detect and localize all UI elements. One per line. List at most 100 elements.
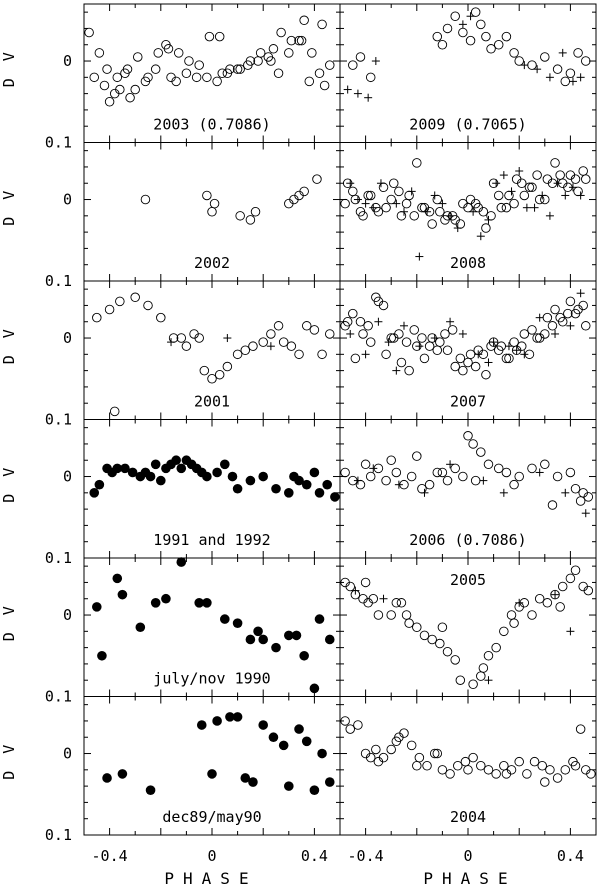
series-open-circle: [340, 292, 591, 380]
data-point: [245, 634, 256, 645]
data-point: [404, 618, 414, 628]
data-point: [565, 573, 576, 584]
data-point: [135, 622, 146, 633]
data-point: [527, 60, 537, 70]
data-point: [343, 85, 352, 94]
data-point: [573, 304, 583, 315]
data-point: [581, 56, 591, 66]
data-point: [284, 781, 294, 791]
data-point: [353, 195, 362, 204]
data-point: [340, 467, 350, 478]
series-open-circle: [84, 15, 335, 107]
data-point: [97, 650, 107, 661]
y-axis-title: D V: [0, 325, 18, 364]
data-point: [150, 459, 161, 470]
data-point: [493, 39, 504, 50]
data-point: [271, 642, 281, 653]
data-point: [522, 203, 531, 212]
data-point: [447, 325, 458, 335]
data-point: [560, 765, 571, 775]
data-point: [399, 728, 409, 738]
data-point: [437, 765, 448, 775]
data-point: [527, 610, 537, 620]
data-point: [309, 683, 320, 694]
data-point: [391, 598, 402, 608]
data-point: [325, 60, 335, 70]
series-open-circle: [92, 292, 335, 417]
data-point: [353, 89, 362, 98]
data-point: [476, 447, 486, 457]
y-axis-title: D V: [0, 48, 18, 87]
y-axis-labels: 0 0.1 D V 0 0.1 D V 0 0.1 D V 0 0.1 D V 0 0.1 D V 0 0.1 D…: [0, 48, 72, 844]
data-point: [365, 190, 376, 201]
data-point: [455, 675, 466, 685]
panel-1-0: 2002: [83, 142, 341, 282]
data-point: [538, 191, 547, 200]
data-point: [120, 68, 130, 78]
data-point: [309, 325, 320, 335]
panel-label: 2004: [450, 808, 486, 826]
data-point: [481, 223, 491, 233]
series-plus: [346, 167, 585, 261]
data-point: [299, 15, 309, 26]
panel-0-1: 2009 (0.7065): [339, 3, 597, 143]
data-point: [140, 194, 151, 205]
data-point: [361, 350, 370, 359]
data-point: [207, 206, 217, 217]
data-point: [432, 345, 443, 356]
data-point: [550, 158, 560, 168]
data-point: [401, 198, 412, 209]
data-point: [414, 752, 425, 763]
series-open-circle: [340, 431, 594, 510]
y-tick-label: 0: [63, 468, 72, 486]
data-point: [212, 716, 222, 726]
data-point: [294, 475, 304, 486]
data-point: [450, 11, 460, 21]
data-point: [481, 31, 491, 42]
data-point: [209, 198, 220, 209]
data-point: [481, 369, 491, 380]
series-plus: [167, 334, 275, 351]
data-point: [533, 65, 542, 74]
data-point: [476, 19, 486, 30]
data-point: [227, 471, 238, 482]
data-point: [551, 329, 560, 338]
data-point: [258, 634, 269, 645]
data-point: [284, 488, 294, 498]
data-point: [130, 292, 140, 303]
data-point: [415, 252, 424, 261]
data-point: [284, 48, 294, 58]
data-point: [220, 459, 230, 470]
data-point: [542, 312, 553, 323]
data-point: [307, 48, 317, 58]
data-point: [176, 557, 187, 567]
data-point: [396, 598, 407, 608]
data-point: [483, 651, 494, 661]
x-tick-label: 0.4: [301, 847, 328, 865]
data-point: [396, 357, 407, 368]
data-point: [446, 317, 455, 326]
data-point: [235, 64, 245, 74]
data-point: [345, 581, 355, 592]
data-point: [515, 598, 524, 607]
data-point: [509, 48, 519, 58]
data-point: [419, 353, 430, 364]
data-point: [94, 48, 105, 58]
data-point: [214, 31, 225, 42]
x-axis-labels: -0.4 0 0.4 -0.4 0 0.4: [92, 847, 584, 865]
data-point: [460, 756, 471, 767]
data-point: [392, 366, 401, 375]
data-point: [207, 769, 217, 779]
data-point: [515, 167, 524, 176]
panel-label: 2002: [194, 254, 230, 272]
data-point: [243, 60, 253, 70]
data-point: [420, 488, 429, 497]
data-point: [392, 199, 401, 208]
data-point: [491, 769, 501, 779]
data-point: [199, 365, 210, 376]
data-point: [565, 68, 576, 78]
data-point: [212, 76, 222, 87]
data-point: [501, 467, 512, 478]
data-point: [319, 80, 330, 91]
data-point: [568, 77, 577, 86]
